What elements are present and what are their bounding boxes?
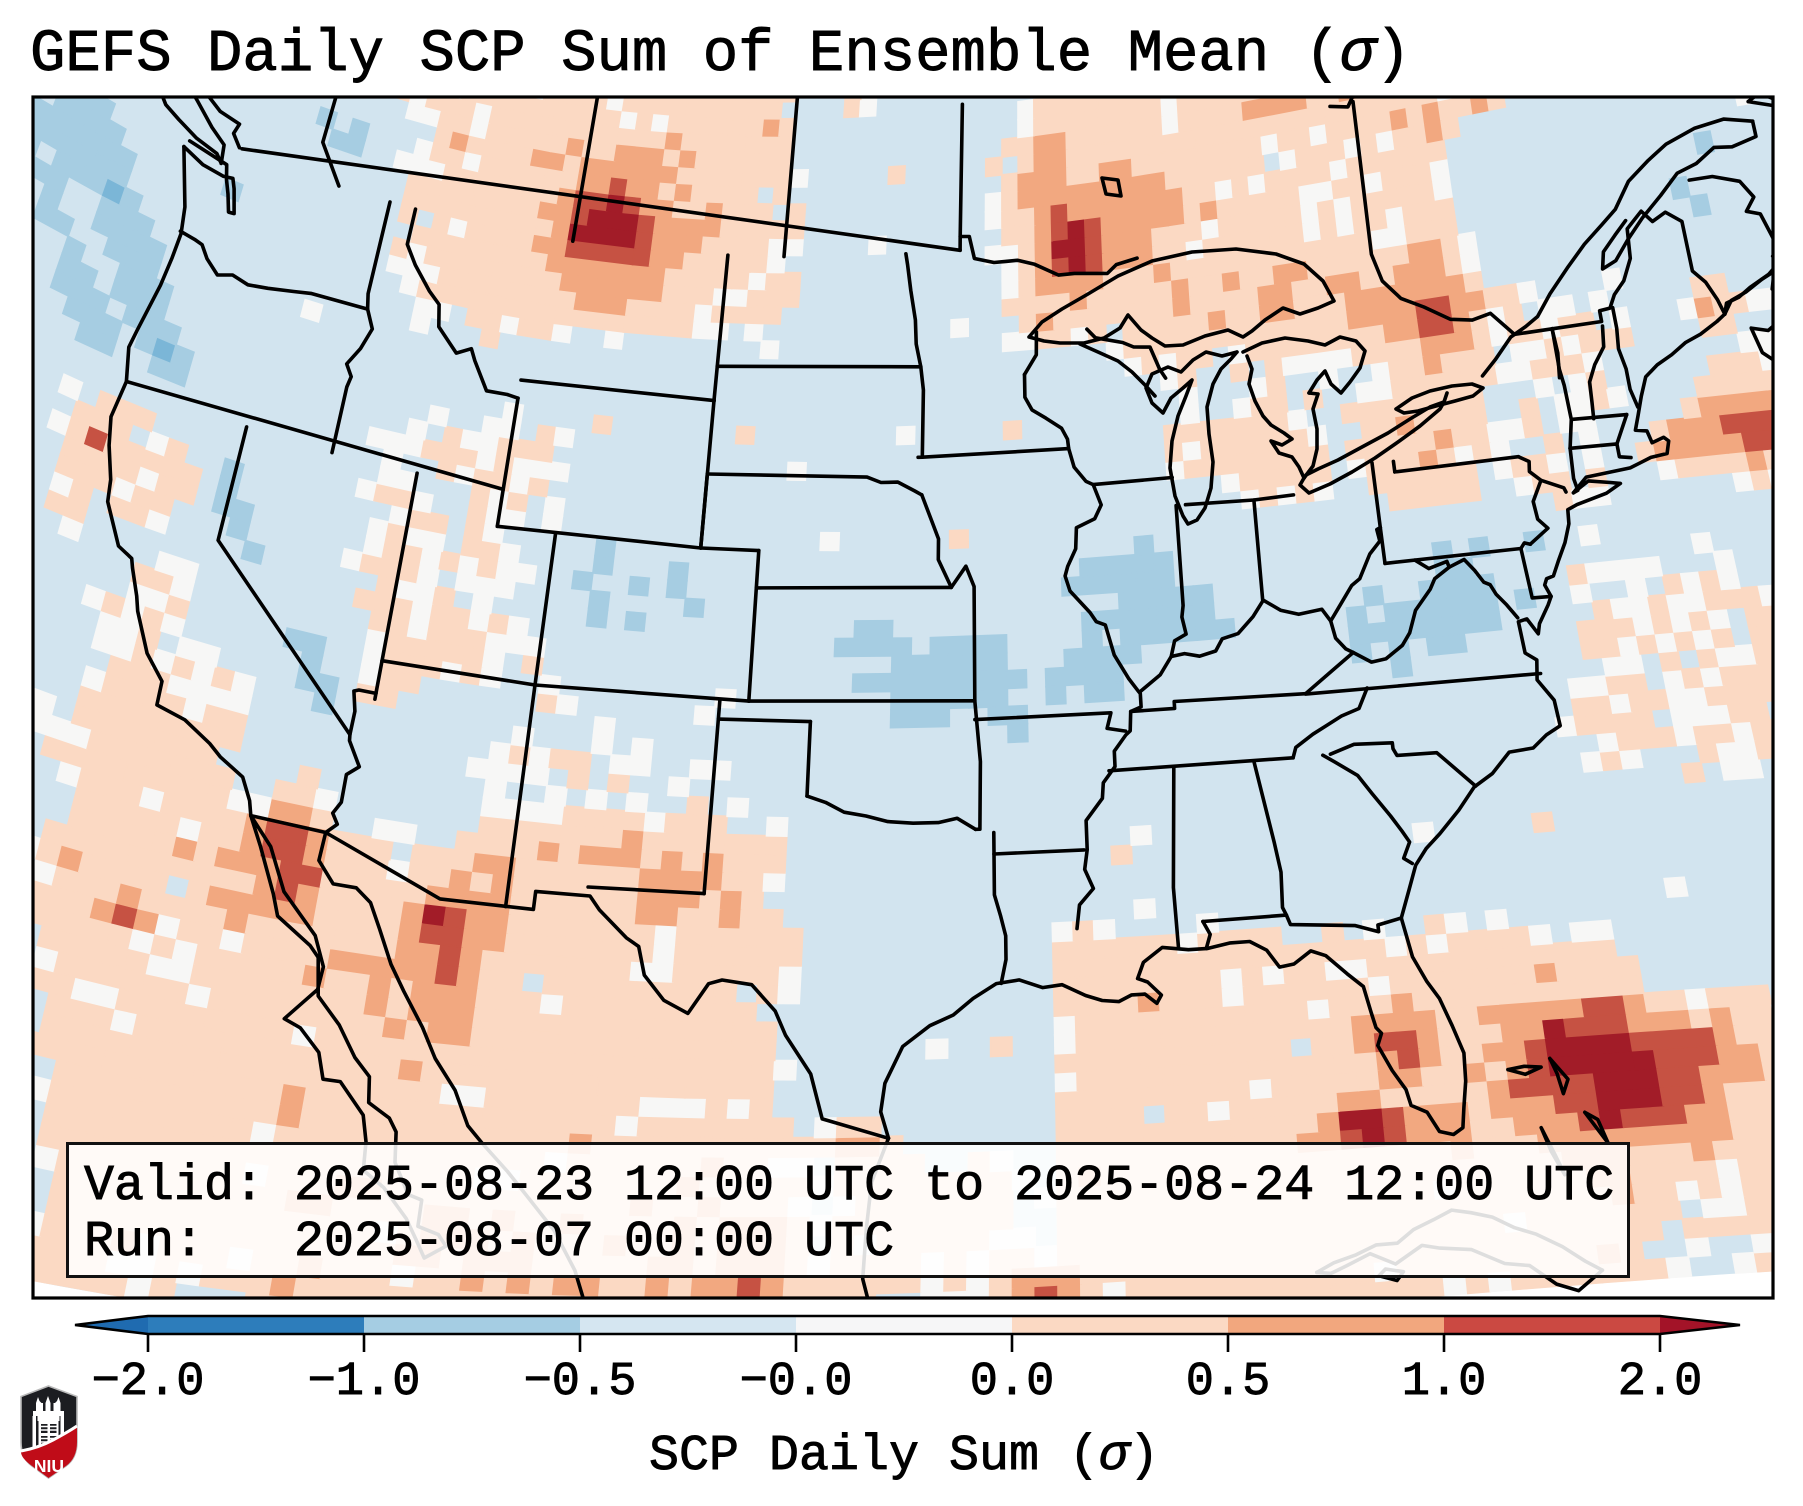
svg-text:2.0: 2.0: [1618, 1356, 1703, 1409]
svg-text:0.0: 0.0: [970, 1356, 1055, 1409]
svg-text:−0.5: −0.5: [524, 1356, 637, 1409]
svg-text:NIU: NIU: [34, 1456, 64, 1476]
svg-text:1.0: 1.0: [1402, 1356, 1487, 1409]
svg-text:Run:: Run:: [84, 1214, 204, 1271]
svg-text:−0.0: −0.0: [740, 1356, 853, 1409]
svg-text:SCP Daily Sum (σ): SCP Daily Sum (σ): [649, 1428, 1159, 1485]
svg-text:−2.0: −2.0: [92, 1356, 205, 1409]
svg-text:Valid: 2025-08-23 12:00 UTC to: Valid: 2025-08-23 12:00 UTC to 2025-08-2…: [84, 1158, 1614, 1215]
svg-text:0.5: 0.5: [1186, 1356, 1271, 1409]
svg-text:−1.0: −1.0: [308, 1356, 421, 1409]
svg-text:GEFS Daily SCP Sum of Ensemble: GEFS Daily SCP Sum of Ensemble Mean (σ): [30, 21, 1411, 88]
svg-text:2025-08-07 00:00 UTC: 2025-08-07 00:00 UTC: [294, 1214, 894, 1271]
